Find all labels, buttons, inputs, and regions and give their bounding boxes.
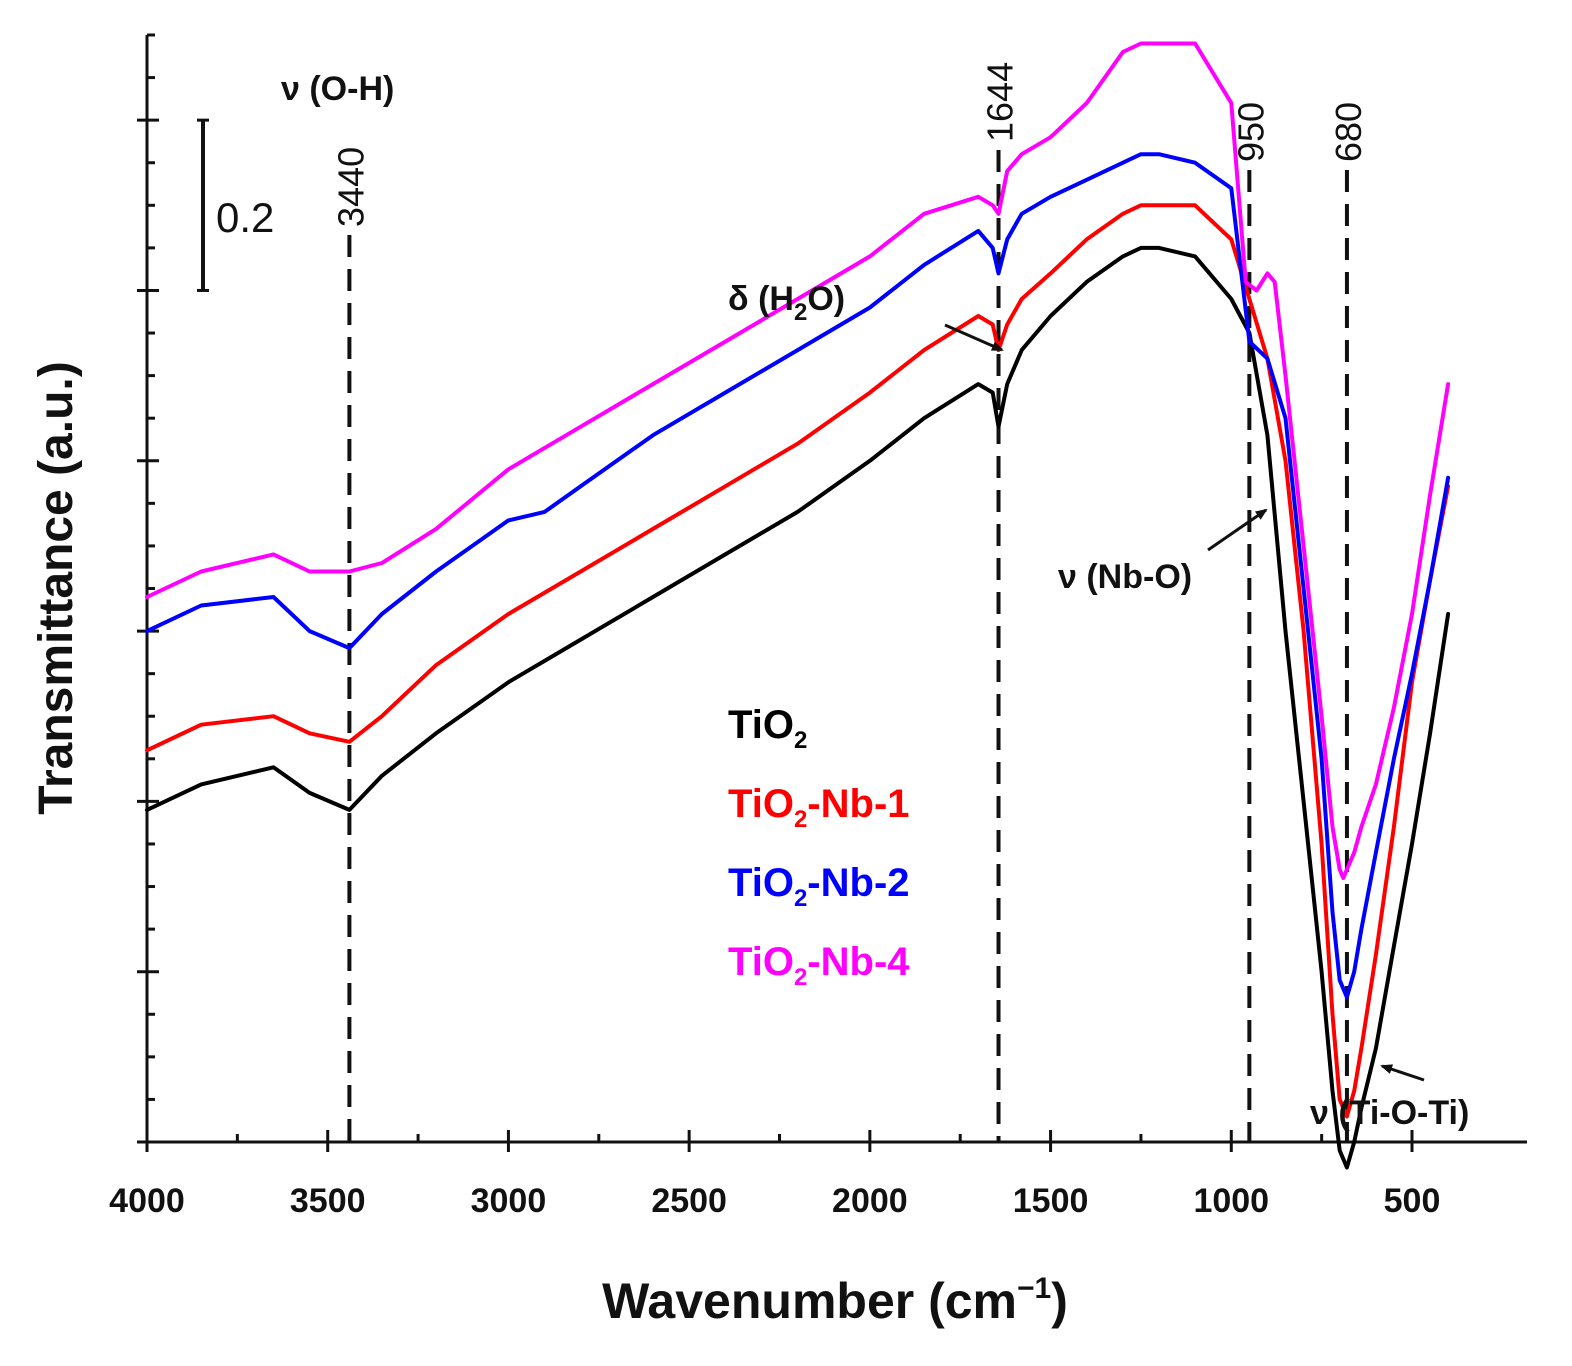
reference-label-680: 680 — [1328, 102, 1369, 162]
annotation-h2o-arrow — [944, 323, 1004, 352]
x-tick-label: 2500 — [651, 1182, 727, 1220]
series-line-1 — [145, 203, 1451, 1119]
annotation-oh-stretch: ν (O-H) — [281, 70, 394, 108]
annotation-tioti-arrow — [1380, 1064, 1425, 1082]
y-axis-ticks — [137, 33, 159, 1144]
scale-bar-label: 0.2 — [216, 194, 274, 241]
x-tick-label: 3000 — [471, 1182, 547, 1220]
x-tick-label: 2000 — [832, 1182, 908, 1220]
annotation-h2o-bend: δ (H2O) — [728, 280, 845, 326]
annotations: ν (O-H) δ (H2O) ν (Nb-O) ν (Ti-O-Ti) — [281, 70, 1469, 1132]
x-axis-ticks — [145, 1130, 1414, 1152]
annotation-tioti-stretch: ν (Ti-O-Ti) — [1310, 1094, 1469, 1132]
reference-label-3440: 3440 — [330, 147, 371, 227]
y-axis-title: Transmittance (a.u.) — [30, 361, 83, 814]
series-lines — [145, 41, 1451, 1170]
annotation-nbo-arrow — [1207, 508, 1268, 552]
scale-bar: 0.2 — [197, 118, 274, 292]
legend-entry-tio2-nb-4: TiO2-Nb-4 — [728, 940, 910, 991]
x-tick-label: 4000 — [109, 1182, 185, 1220]
legend-entry-tio2-nb-1: TiO2-Nb-1 — [728, 782, 910, 833]
annotation-nbo-stretch: ν (Nb-O) — [1058, 558, 1192, 596]
legend: TiO2 TiO2-Nb-1 TiO2-Nb-2 TiO2-Nb-4 — [728, 703, 910, 991]
x-tick-label: 3500 — [290, 1182, 366, 1220]
series-line-2 — [145, 152, 1451, 1000]
x-axis-title: Wavenumber (cm−1) — [602, 1272, 1068, 1329]
series-line-3 — [145, 41, 1451, 880]
x-tick-label: 500 — [1384, 1182, 1441, 1220]
x-tick-label: 1500 — [1013, 1182, 1089, 1220]
x-tick-label: 1000 — [1193, 1182, 1269, 1220]
x-axis-tick-labels: 4000 3500 3000 2500 2000 1500 1000 500 — [109, 1182, 1440, 1220]
reference-label-1644: 1644 — [980, 62, 1021, 142]
series-line-0 — [145, 245, 1451, 1170]
legend-entry-tio2: TiO2 — [728, 703, 807, 754]
legend-entry-tio2-nb-2: TiO2-Nb-2 — [728, 861, 910, 912]
